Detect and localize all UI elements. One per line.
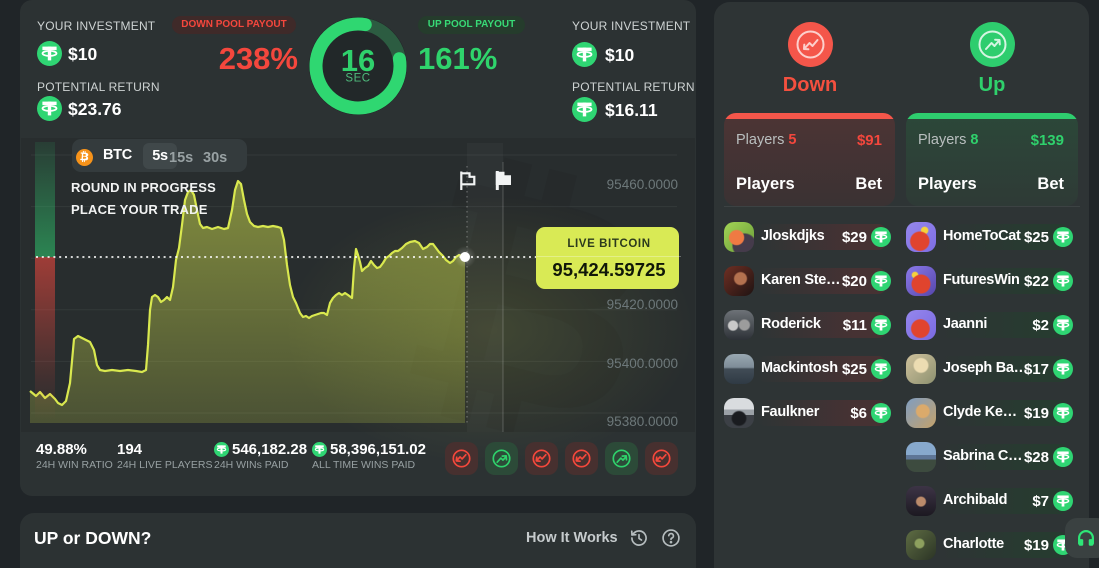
- svg-text:95420.0000: 95420.0000: [607, 297, 678, 312]
- svg-text:LIVE BITCOIN: LIVE BITCOIN: [567, 238, 650, 250]
- svg-text:SEC: SEC: [345, 73, 370, 85]
- svg-text:95380.0000: 95380.0000: [607, 414, 678, 429]
- svg-text:95,424.59725: 95,424.59725: [552, 259, 665, 280]
- svg-text:95460.0000: 95460.0000: [607, 177, 678, 192]
- svg-text:95400.0000: 95400.0000: [607, 356, 678, 371]
- svg-text:16: 16: [341, 43, 375, 78]
